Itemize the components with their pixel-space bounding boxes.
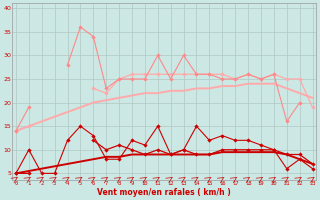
X-axis label: Vent moyen/en rafales ( km/h ): Vent moyen/en rafales ( km/h ) [97,188,231,197]
